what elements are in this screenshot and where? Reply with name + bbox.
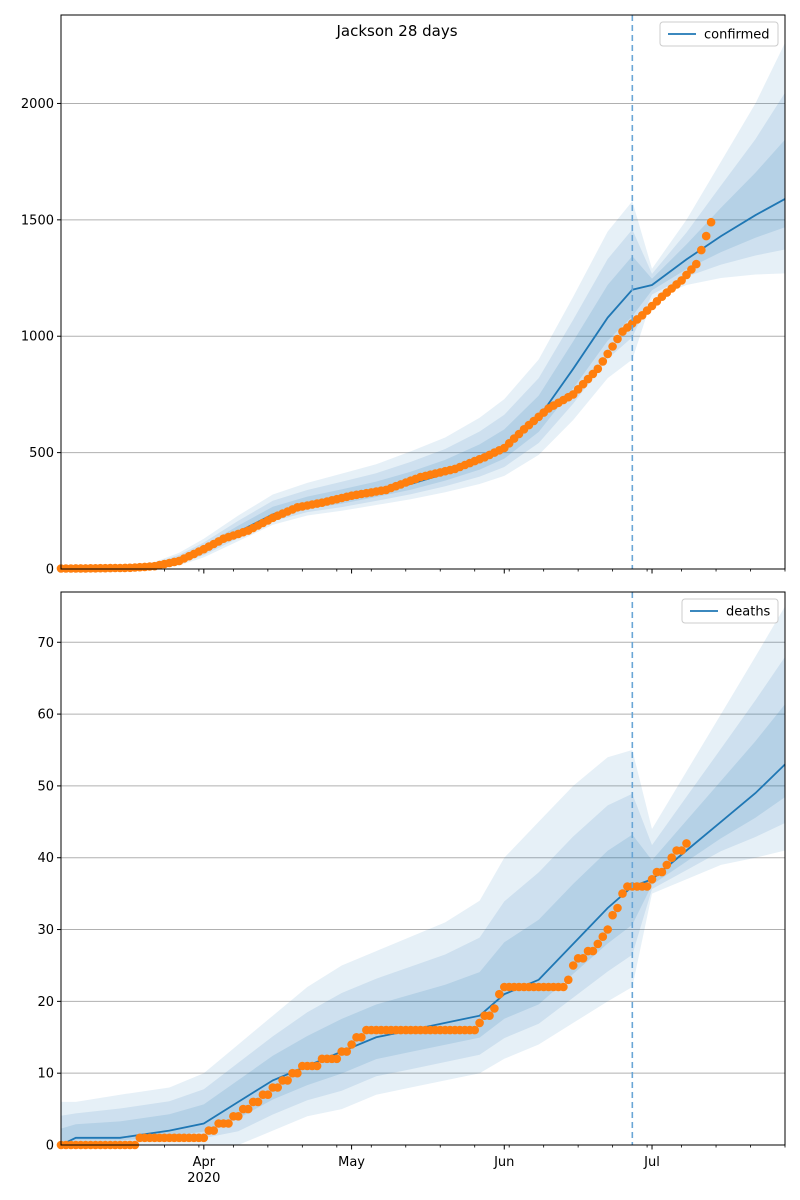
observed-point: [568, 961, 578, 970]
observed-point: [692, 259, 701, 269]
observed-point: [667, 853, 676, 862]
observed-point: [357, 1033, 366, 1042]
legend-box: [681, 598, 779, 624]
observed-point: [559, 982, 568, 992]
axes-frame: [60, 14, 786, 570]
observed-point: [243, 1104, 253, 1114]
observed-point: [588, 946, 598, 956]
figure-title: Jackson 28 days: [335, 22, 457, 40]
confirmed-panel: 0 500 1000 1500 2000 confirmed: [21, 14, 786, 578]
observed-point: [199, 1133, 209, 1143]
observed-point: [342, 1047, 352, 1056]
observed-point: [347, 1040, 356, 1049]
x-tick-label: May: [338, 1155, 365, 1170]
y-tick-label: 60: [37, 708, 54, 723]
y-tick-label: 500: [29, 446, 54, 461]
observed-point: [603, 925, 612, 934]
x-tick-label: Jun: [493, 1155, 514, 1170]
observed-point: [603, 349, 612, 359]
observed-point: [475, 1018, 484, 1028]
observed-point: [662, 860, 672, 870]
observed-point: [598, 932, 608, 941]
axes-frame: [60, 591, 786, 1146]
observed-point: [263, 1090, 273, 1099]
observed-point: [273, 1083, 283, 1092]
x-tick-label: Jul: [643, 1155, 660, 1170]
legend-box: [659, 21, 779, 47]
observed-point: [293, 1068, 302, 1078]
observed-point: [253, 1097, 263, 1107]
observed-point: [578, 954, 588, 963]
y-tick-label: 30: [37, 923, 54, 938]
observed-point: [485, 1011, 494, 1020]
observed-point: [490, 1004, 499, 1013]
observed-point: [677, 276, 686, 285]
observed-point: [647, 875, 657, 884]
observed-point: [613, 334, 622, 344]
observed-point: [701, 231, 711, 241]
y-tick-label: 20: [37, 995, 54, 1010]
observed-point: [209, 1126, 218, 1135]
y-tick-label: 40: [37, 851, 54, 866]
observed-point: [657, 867, 667, 877]
y-tick-label: 10: [37, 1067, 54, 1082]
legend-label: deaths: [726, 605, 771, 620]
observed-point: [608, 910, 617, 920]
observed-point: [706, 217, 716, 227]
uncertainty-band: [61, 139, 785, 569]
observed-point: [593, 939, 603, 949]
uncertainty-band: [61, 656, 785, 1145]
observed-point: [495, 989, 504, 999]
observed-point: [312, 1061, 322, 1071]
x-tick-sublabel: 2020: [187, 1171, 220, 1186]
y-tick-label: 50: [37, 779, 54, 794]
observed-point: [608, 342, 617, 351]
legend: deaths: [681, 598, 779, 624]
observed-point: [697, 245, 706, 255]
y-tick-label: 70: [37, 636, 54, 651]
legend-label: confirmed: [704, 28, 770, 43]
observed-point: [593, 364, 603, 374]
observed-point: [564, 975, 573, 985]
y-tick-label: 2000: [21, 97, 54, 112]
legend: confirmed: [659, 21, 779, 47]
observed-point: [224, 1119, 233, 1128]
x-tick-label: Apr: [193, 1155, 216, 1170]
uncertainty-band: [61, 42, 785, 569]
observed-point: [682, 839, 691, 848]
observed-point: [234, 1112, 243, 1121]
observed-point: [470, 1025, 480, 1035]
observed-point: [677, 846, 686, 855]
y-tick-label: 1500: [21, 213, 54, 228]
y-tick-label: 1000: [21, 330, 54, 345]
observed-point: [642, 882, 652, 891]
observed-point: [618, 889, 627, 898]
observed-point: [598, 357, 608, 366]
uncertainty-band: [61, 92, 785, 569]
observed-point: [332, 1054, 342, 1064]
uncertainty-band: [61, 606, 785, 1145]
y-tick-label: 0: [46, 563, 54, 578]
y-tick-label: 0: [46, 1139, 54, 1154]
observed-point: [283, 1076, 292, 1085]
observed-point: [613, 903, 622, 913]
